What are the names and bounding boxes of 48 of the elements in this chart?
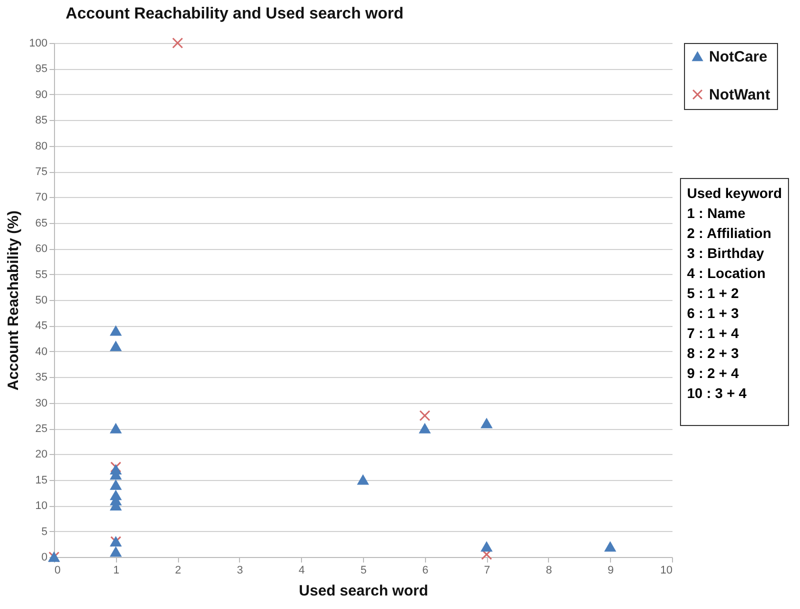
x-tick-label: 5 <box>360 564 367 576</box>
text: 8 : 2 + 3 <box>687 344 740 363</box>
y-tick-label: 70 <box>35 192 48 204</box>
y-tick-label: 95 <box>35 63 48 76</box>
text: 5 : 1 + 2 <box>687 284 740 303</box>
y-tick-label: 80 <box>35 140 48 152</box>
y-tick-label: 10 <box>35 500 48 512</box>
text: 6 : 1 + 3 <box>687 304 740 323</box>
x-tick-label: 2 <box>175 564 182 576</box>
x-tick-label: 7 <box>484 564 490 576</box>
y-tick-label: 50 <box>35 294 48 306</box>
x-tick-label: 9 <box>608 564 614 576</box>
y-tick-label: 60 <box>35 243 48 256</box>
x-tick-label: 10 <box>660 564 672 576</box>
text: 9 : 2 + 4 <box>687 364 740 383</box>
y-tick-label: 0 <box>41 552 48 564</box>
y-tick-label: 35 <box>35 372 48 384</box>
y-tick-label: 25 <box>35 423 48 435</box>
y-tick-label: 30 <box>35 397 48 410</box>
y-tick-label: 85 <box>35 114 48 127</box>
text: 7 : 1 + 4 <box>687 324 740 343</box>
y-tick-label: 55 <box>35 268 48 281</box>
x-tick-label: 1 <box>113 564 120 576</box>
text: 4 : Location <box>687 264 767 283</box>
text: 1 : Name <box>687 204 746 223</box>
y-axis-title: Account Reachability (%) <box>5 210 22 391</box>
x-axis-title: Used search word <box>298 582 428 600</box>
y-tick-label: 20 <box>35 448 48 461</box>
text: Used keyword <box>687 184 782 203</box>
legend-label: NotCare <box>709 48 768 66</box>
x-tick-label: 4 <box>298 564 305 576</box>
y-tick-label: 40 <box>35 346 48 358</box>
y-tick-label: 65 <box>35 217 48 230</box>
text: 3 : Birthday <box>687 244 766 263</box>
x-tick-label: 3 <box>236 564 243 576</box>
y-tick-label: 5 <box>41 526 48 538</box>
x-tick-label: 6 <box>422 564 428 576</box>
y-tick-label: 45 <box>35 320 48 332</box>
x-tick-label: 0 <box>54 564 61 576</box>
y-tick-label: 100 <box>29 38 48 50</box>
text: 10 : 3 + 4 <box>687 384 748 403</box>
text: 2 : Affiliation <box>687 224 772 243</box>
chart-title: Account Reachability and Used search word <box>66 5 404 22</box>
y-tick-label: 90 <box>35 88 48 101</box>
y-tick-label: 15 <box>35 474 48 486</box>
x-tick-label: 8 <box>546 564 552 576</box>
legend-label: NotWant <box>709 86 770 104</box>
y-tick-label: 75 <box>35 166 48 178</box>
